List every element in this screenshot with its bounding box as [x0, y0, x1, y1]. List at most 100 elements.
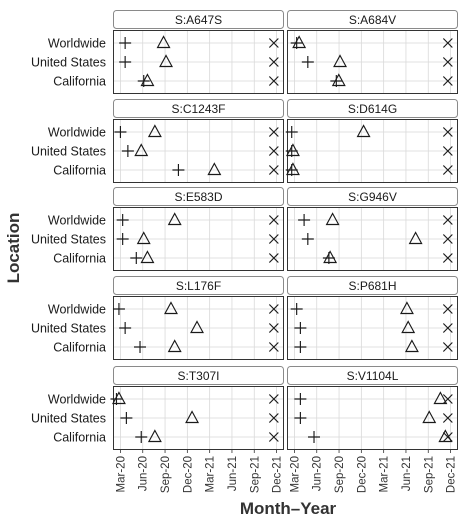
- panel-s-a647s: S:A647S Worldwide United States California: [31, 10, 284, 94]
- point-plus-united-states: [119, 56, 132, 68]
- point-x-united-states: [442, 57, 453, 67]
- point-x-california: [442, 253, 453, 263]
- x-tick-label-dec-20: Dec-20: [356, 456, 368, 493]
- point-x-california: [268, 342, 279, 352]
- y-axis-title: Location: [4, 213, 23, 284]
- point-x-united-states: [442, 146, 453, 156]
- point-x-california: [442, 76, 453, 86]
- panel-strip: [287, 276, 458, 295]
- panel-strip-label: S:C1243F: [171, 102, 225, 116]
- point-triangle-worldwide: [111, 391, 126, 405]
- y-tick-label-california: California: [53, 431, 106, 445]
- panel-strip: [287, 366, 458, 385]
- panel-strip-label: S:T307I: [177, 369, 219, 383]
- panel-s-e583d: S:E583D Worldwide United States California: [31, 187, 284, 271]
- panel-s-c1243f: S:C1243F Worldwide United States California: [31, 99, 284, 183]
- x-axis-title: Month–Year: [240, 499, 337, 518]
- point-triangle-california: [331, 73, 346, 87]
- panel-strip: [113, 276, 284, 295]
- point-triangle-california: [285, 162, 300, 176]
- x-tick-label-jun-20: Jun-20: [312, 456, 324, 491]
- point-triangle-california: [167, 339, 182, 353]
- point-x-united-states: [268, 323, 279, 333]
- panel-s-p681h: S:P681H: [287, 276, 458, 360]
- point-x-worldwide: [442, 38, 453, 48]
- y-tick-label-california: California: [53, 75, 106, 89]
- point-triangle-united-states: [134, 143, 149, 157]
- panel-strip: [113, 99, 284, 118]
- panel-s-l176f: S:L176F Worldwide United States California: [31, 276, 284, 360]
- x-tick-label-mar-21: Mar-21: [205, 456, 217, 492]
- point-x-california: [268, 253, 279, 263]
- point-x-worldwide: [268, 304, 279, 314]
- point-plus-united-states: [116, 233, 129, 245]
- point-plus-worldwide: [285, 126, 298, 138]
- y-tick-label-united-states: United States: [31, 322, 106, 336]
- x-tick-label-mar-21: Mar-21: [379, 456, 391, 492]
- y-tick-label-united-states: United States: [31, 233, 106, 247]
- panel-strip: [287, 187, 458, 206]
- panel-strip: [287, 99, 458, 118]
- y-tick-label-california: California: [53, 164, 106, 178]
- x-tick-label-mar-20: Mar-20: [115, 456, 127, 492]
- point-triangle-worldwide: [433, 391, 448, 405]
- x-tick-label-jun-20: Jun-20: [138, 456, 150, 491]
- y-tick-label-california: California: [53, 341, 106, 355]
- point-triangle-worldwide: [167, 212, 182, 226]
- point-triangle-united-states: [333, 54, 348, 68]
- point-plus-california: [172, 164, 185, 176]
- x-tick-label-sep-20: Sep-20: [160, 456, 172, 493]
- point-triangle-california: [140, 73, 155, 87]
- y-tick-label-united-states: United States: [31, 56, 106, 70]
- y-tick-label-worldwide: Worldwide: [48, 214, 106, 228]
- panel-strip: [113, 187, 284, 206]
- x-tick-label-dec-21: Dec-21: [272, 456, 284, 493]
- panel-s-g946v: S:G946V: [287, 187, 458, 271]
- panel-strip-label: S:A684V: [349, 13, 396, 27]
- panel-strip-label: S:V1104L: [347, 369, 399, 383]
- point-triangle-worldwide: [164, 301, 178, 315]
- point-triangle-california: [140, 250, 155, 264]
- point-x-worldwide: [442, 215, 453, 225]
- y-tick-label-united-states: United States: [31, 145, 106, 159]
- point-x-california: [268, 165, 279, 175]
- panel-strip: [113, 366, 284, 385]
- point-plus-california: [134, 341, 147, 353]
- x-tick-label-sep-21: Sep-21: [423, 456, 435, 493]
- point-x-worldwide: [442, 304, 453, 314]
- point-plus-california: [308, 431, 321, 443]
- point-plus-worldwide: [298, 214, 311, 226]
- point-x-united-states: [268, 234, 279, 244]
- panel-strip-label: S:E583D: [174, 190, 222, 204]
- point-plus-california: [294, 341, 307, 353]
- point-triangle-worldwide: [399, 301, 414, 315]
- point-plus-worldwide: [114, 126, 127, 138]
- point-x-united-states: [442, 234, 453, 244]
- panel-strip: [113, 10, 284, 29]
- x-tick-label-jun-21: Jun-21: [227, 456, 239, 491]
- panel-s-a684v: S:A684V: [287, 10, 458, 94]
- y-tick-label-worldwide: Worldwide: [48, 126, 106, 140]
- point-x-united-states: [442, 323, 453, 333]
- point-plus-worldwide: [294, 393, 307, 405]
- point-x-worldwide: [268, 127, 279, 137]
- panel-s-v1104l: S:V1104L Mar-20 Jun-20 Sep-20 Dec-20 Mar-21 Ju…: [287, 366, 458, 493]
- panel-strip-label: S:P681H: [348, 279, 396, 293]
- panel-strip: [287, 10, 458, 29]
- point-x-california: [442, 165, 453, 175]
- y-tick-label-worldwide: Worldwide: [48, 393, 106, 407]
- point-x-california: [442, 342, 453, 352]
- point-plus-california: [130, 252, 143, 264]
- point-plus-united-states: [294, 412, 307, 424]
- point-plus-united-states: [119, 322, 132, 334]
- point-plus-united-states: [121, 145, 134, 157]
- point-x-california: [268, 76, 279, 86]
- point-plus-united-states: [294, 322, 307, 334]
- point-x-united-states: [268, 146, 279, 156]
- point-triangle-united-states: [190, 320, 204, 334]
- point-triangle-united-states: [401, 320, 416, 334]
- y-tick-label-united-states: United States: [31, 412, 106, 426]
- point-plus-california: [135, 431, 148, 443]
